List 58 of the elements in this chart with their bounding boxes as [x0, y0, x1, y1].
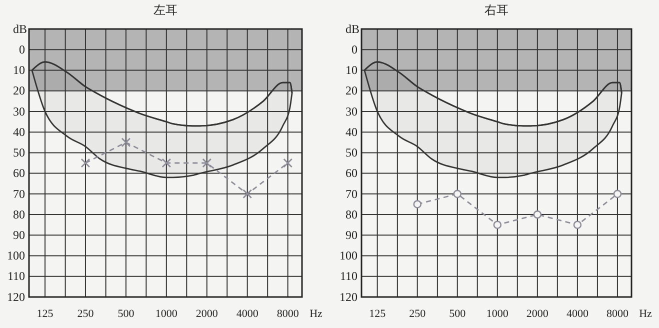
- x-tick-label: 1000: [486, 308, 509, 320]
- point: [242, 189, 252, 199]
- chart-title: 右耳: [484, 3, 508, 17]
- point: [453, 190, 462, 198]
- y-tick-label: 0: [19, 42, 25, 56]
- y-tick-label: 110: [7, 269, 25, 284]
- point: [283, 158, 293, 168]
- x-tick-label: 2000: [196, 308, 218, 320]
- x-axis-title: Hz: [639, 308, 652, 320]
- x-tick-label: 250: [77, 308, 94, 320]
- y-tick-label: 20: [346, 84, 358, 98]
- y-tick-label: 0: [352, 42, 358, 56]
- point: [162, 158, 172, 168]
- x-tick-label: 8000: [606, 308, 629, 320]
- y-tick-label: 90: [13, 228, 25, 242]
- y-tick-label: 50: [13, 146, 25, 160]
- y-tick-label: 20: [13, 84, 25, 98]
- x-tick-label: 125: [36, 308, 54, 320]
- y-tick-label: 10: [346, 63, 358, 78]
- y-tick-label: 40: [13, 124, 25, 139]
- y-tick-label: 80: [346, 207, 358, 222]
- y-tick-label: 120: [7, 290, 25, 304]
- x-tick-label: 8000: [276, 308, 300, 320]
- y-tick-label: 40: [346, 124, 358, 139]
- y-tick-label: 30: [13, 104, 25, 118]
- x-axis-title: Hz: [310, 308, 323, 320]
- x-tick-label: 125: [369, 308, 386, 320]
- y-tick-label: 30: [346, 104, 358, 118]
- point: [413, 200, 422, 208]
- y-tick-label: 70: [13, 186, 25, 201]
- point: [573, 220, 582, 229]
- y-axis-title: dB: [345, 22, 360, 36]
- y-tick-label: 70: [346, 186, 358, 201]
- y-tick-label: 100: [7, 248, 25, 263]
- x-tick-label: 4000: [236, 308, 259, 320]
- y-tick-label: 60: [13, 166, 25, 180]
- x-tick-label: 1000: [155, 308, 178, 320]
- point: [80, 158, 90, 168]
- point: [613, 190, 622, 198]
- y-tick-label: 80: [13, 207, 25, 222]
- point: [493, 220, 502, 229]
- y-tick-label: 120: [340, 290, 358, 304]
- chart-title: 左耳: [154, 3, 178, 17]
- y-tick-label: 100: [340, 248, 358, 263]
- point: [202, 158, 212, 168]
- y-tick-label: 110: [340, 269, 358, 284]
- y-axis-title: dB: [12, 22, 27, 36]
- x-tick-label: 4000: [566, 308, 589, 320]
- y-tick-label: 10: [13, 63, 25, 78]
- x-tick-label: 250: [409, 308, 426, 320]
- x-tick-label: 500: [118, 308, 135, 320]
- y-tick-label: 90: [346, 228, 358, 242]
- x-tick-label: 2000: [526, 308, 549, 320]
- y-tick-label: 60: [346, 166, 358, 180]
- point: [533, 210, 542, 219]
- y-tick-label: 50: [346, 146, 358, 160]
- point: [121, 138, 131, 148]
- x-tick-label: 500: [449, 308, 466, 320]
